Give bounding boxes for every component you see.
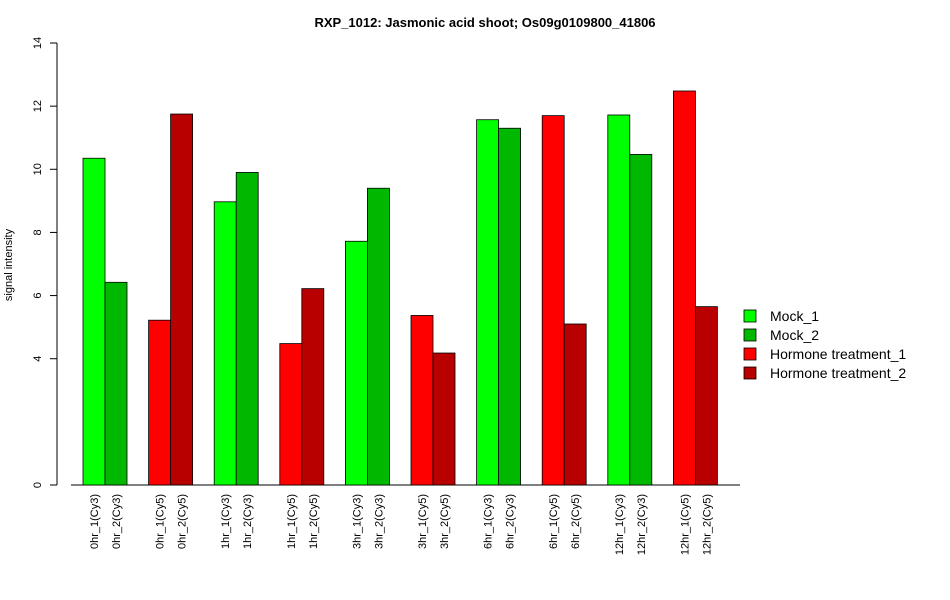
legend-label: Mock_1 xyxy=(770,308,819,324)
bar xyxy=(607,114,631,486)
bar xyxy=(695,306,718,486)
y-tick-label: 12 xyxy=(32,100,44,112)
bar xyxy=(301,288,325,486)
legend: Mock_1 Mock_2 Hormone treatment_1 Hormone t… xyxy=(743,308,906,381)
bar xyxy=(541,115,565,486)
bar xyxy=(432,352,456,486)
y-tick-label: 8 xyxy=(32,229,44,235)
bar-group xyxy=(82,90,718,486)
x-tick-label: 0hr_2(Cy3) xyxy=(111,494,123,549)
x-tick-label: 6hr_2(Cy5) xyxy=(570,494,582,549)
y-axis-label: signal intensity xyxy=(3,228,15,301)
y-tick-label: 0 xyxy=(32,482,44,488)
x-tick-label: 0hr_2(Cy5) xyxy=(177,494,189,549)
y-axis: 0 4 6 8 10 12 14 xyxy=(32,37,58,488)
bar xyxy=(104,281,128,486)
x-tick-label: 0hr_1(Cy3) xyxy=(89,494,101,549)
bar xyxy=(629,154,653,486)
y-tick-label: 10 xyxy=(32,163,44,175)
x-tick-label: 6hr_1(Cy3) xyxy=(483,494,495,549)
legend-label: Hormone treatment_1 xyxy=(770,346,906,362)
legend-swatch xyxy=(743,366,757,380)
x-tick-label: 0hr_1(Cy5) xyxy=(155,494,167,549)
x-axis: 0hr_1(Cy3) 0hr_2(Cy3) 0hr_1(Cy5) 0hr_2(Cy5)… xyxy=(71,484,740,555)
x-tick-label: 3hr_2(Cy5) xyxy=(439,494,451,549)
x-tick-label: 12hr_2(Cy3) xyxy=(636,494,648,555)
y-tick-label: 6 xyxy=(32,293,44,299)
bar xyxy=(366,187,390,486)
legend-swatch xyxy=(743,328,757,342)
x-tick-label: 1hr_2(Cy5) xyxy=(308,494,320,549)
bar xyxy=(213,201,237,486)
y-tick-label: 14 xyxy=(32,37,44,49)
legend-swatch xyxy=(743,347,757,361)
bar xyxy=(673,90,696,486)
legend-swatch xyxy=(743,309,757,323)
x-tick-label: 12hr_2(Cy5) xyxy=(701,494,713,555)
x-tick-label: 3hr_1(Cy3) xyxy=(351,494,363,549)
bar xyxy=(235,172,259,486)
x-tick-label: 3hr_1(Cy5) xyxy=(417,494,429,549)
x-tick-label: 12hr_1(Cy3) xyxy=(614,494,626,555)
y-tick-label: 4 xyxy=(32,356,44,362)
bar xyxy=(344,240,368,486)
x-tick-label: 6hr_1(Cy5) xyxy=(548,494,560,549)
x-tick-label: 1hr_1(Cy5) xyxy=(286,494,298,549)
legend-label: Hormone treatment_2 xyxy=(770,365,906,381)
x-tick-label: 1hr_1(Cy3) xyxy=(220,494,232,549)
bar xyxy=(563,323,587,486)
bar xyxy=(498,127,522,486)
legend-label: Mock_2 xyxy=(770,327,819,343)
x-tick-label: 1hr_2(Cy3) xyxy=(242,494,254,549)
bar xyxy=(148,319,172,486)
bar xyxy=(410,315,434,486)
chart-title: RXP_1012: Jasmonic acid shoot; Os09g0109… xyxy=(314,15,655,30)
bar xyxy=(476,119,500,486)
bar xyxy=(279,343,303,486)
x-tick-label: 3hr_2(Cy3) xyxy=(373,494,385,549)
bar xyxy=(82,157,106,486)
x-tick-label: 12hr_1(Cy5) xyxy=(679,494,691,555)
x-tick-label: 6hr_2(Cy3) xyxy=(505,494,517,549)
bar xyxy=(170,113,194,486)
